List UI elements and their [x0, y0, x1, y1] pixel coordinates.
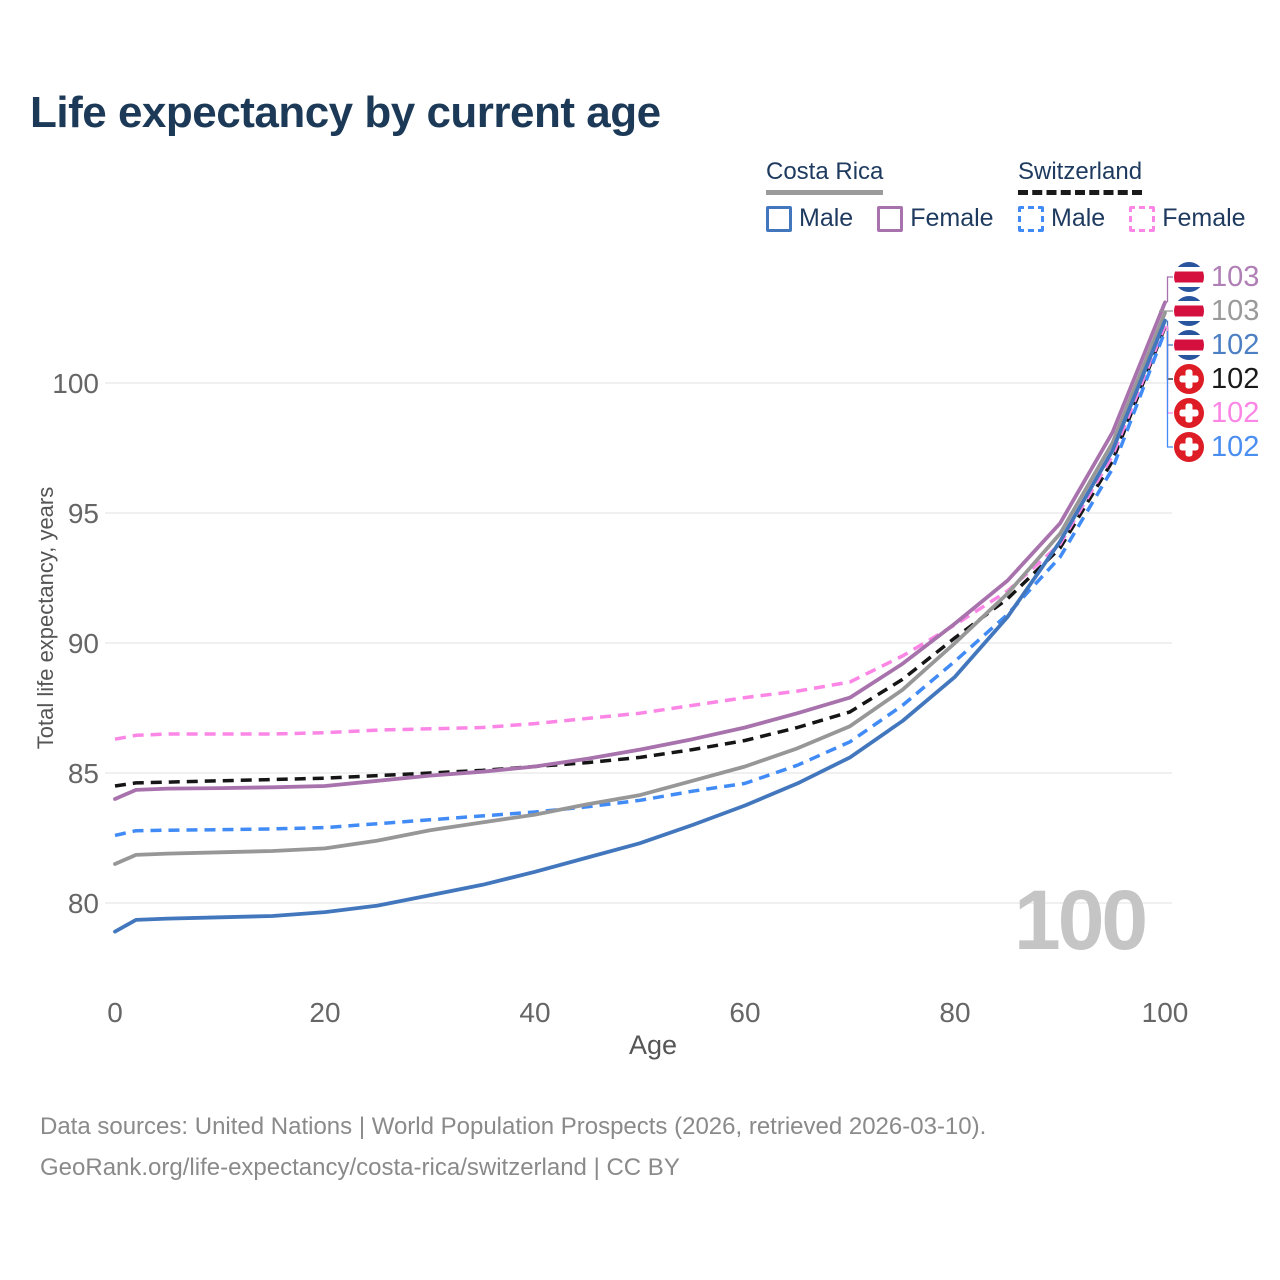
series-line-costa-rica-total	[113, 310, 1167, 866]
y-axis-title: Total life expectancy, years	[33, 486, 58, 750]
legend-item-costa-rica-male: Male	[766, 204, 853, 233]
footer-attribution-line: GeoRank.org/life-expectancy/costa-rica/s…	[40, 1154, 680, 1181]
flag-switzerland-icon	[1174, 432, 1204, 462]
switzerland-male-swatch-icon	[1018, 205, 1044, 232]
end-label-row-costa-rica-female: 103	[1174, 260, 1259, 294]
legend-label-costa-rica-male: Male	[799, 204, 854, 232]
end-label-row-costa-rica-male: 102	[1174, 328, 1259, 362]
x-tick-label: 100	[1142, 997, 1189, 1028]
legend-title-switzerland: Switzerland	[1018, 158, 1143, 195]
switzerland-female-swatch-icon	[1129, 205, 1156, 232]
end-label-row-switzerland-total: 102	[1174, 362, 1259, 396]
x-tick-label: 40	[519, 997, 550, 1028]
flag-costa-rica-icon	[1174, 262, 1204, 292]
end-label-value: 102	[1211, 397, 1260, 429]
x-tick-label: 0	[107, 997, 123, 1028]
end-label-value: 102	[1211, 363, 1260, 395]
end-label-value: 102	[1211, 431, 1260, 463]
flag-costa-rica-icon	[1174, 330, 1204, 360]
legend-group-switzerland: Switzerland Male Female	[1018, 158, 1246, 233]
legend-label-switzerland-female: Female	[1162, 204, 1246, 232]
legend-label-costa-rica-female: Female	[910, 204, 994, 232]
end-label-row-switzerland-male: 102	[1174, 430, 1259, 464]
y-tick-label: 80	[68, 888, 99, 919]
flag-costa-rica-icon	[1174, 296, 1204, 326]
end-label-connector	[1166, 331, 1173, 448]
end-label-value: 103	[1211, 261, 1260, 293]
end-label-value: 103	[1211, 295, 1260, 327]
end-label-connector	[1166, 325, 1173, 414]
series-line-switzerland-total	[114, 326, 1167, 788]
x-tick-label: 80	[939, 997, 970, 1028]
flag-switzerland-icon	[1174, 398, 1204, 428]
legend-row-costa-rica: Male Female	[766, 204, 994, 233]
y-tick-label: 95	[68, 498, 99, 529]
x-tick-label: 20	[309, 997, 340, 1028]
footer: Data sources: United Nations | World Pop…	[40, 1106, 986, 1188]
legend-row-switzerland: Male Female	[1018, 204, 1246, 233]
y-tick-label: 90	[68, 628, 99, 659]
end-labels-column: 103 103 102 102 102 102	[1174, 0, 1280, 1280]
footer-source-line: Data sources: United Nations | World Pop…	[40, 1113, 987, 1140]
series-line-costa-rica-female	[113, 300, 1167, 801]
y-tick-label: 85	[68, 758, 99, 789]
legend-title-costa-rica: Costa Rica	[766, 158, 884, 195]
series-line-costa-rica-male	[113, 318, 1167, 934]
end-label-row-costa-rica-total: 103	[1174, 294, 1259, 328]
age-watermark: 100	[1014, 873, 1148, 967]
end-label-row-switzerland-female: 102	[1174, 396, 1259, 430]
end-label-connector	[1166, 276, 1173, 303]
flag-switzerland-icon	[1174, 364, 1204, 394]
legend-label-switzerland-male: Male	[1051, 204, 1106, 232]
costa-rica-male-swatch-icon	[766, 205, 792, 232]
costa-rica-female-swatch-icon	[877, 205, 904, 232]
legend-item-switzerland-female: Female	[1129, 204, 1246, 233]
x-axis-title: Age	[628, 1030, 678, 1060]
end-label-connector	[1166, 327, 1173, 380]
end-label-value: 102	[1211, 329, 1260, 361]
page-title: Life expectancy by current age	[30, 88, 661, 137]
y-tick-label: 100	[52, 368, 99, 399]
series-line-switzerland-female	[114, 325, 1167, 741]
x-tick-label: 60	[729, 997, 760, 1028]
legend-item-switzerland-male: Male	[1018, 204, 1105, 233]
legend-group-costa-rica: Costa Rica Male Female	[766, 158, 994, 233]
series-line-switzerland-male	[114, 330, 1167, 838]
end-label-connector	[1166, 320, 1173, 346]
legend-item-costa-rica-female: Female	[877, 204, 994, 233]
